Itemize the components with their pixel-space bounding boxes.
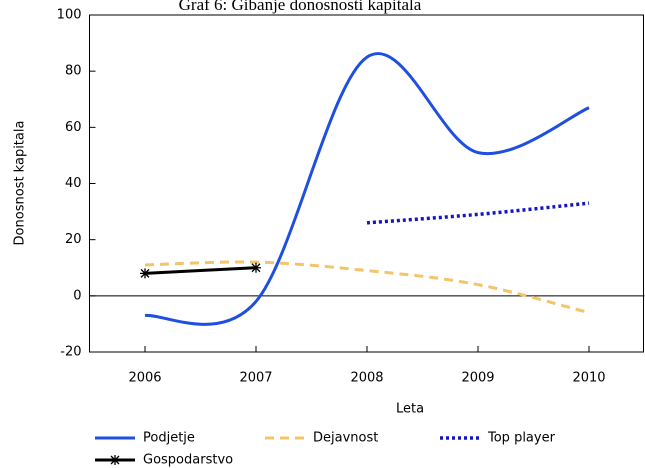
y-axis-label: Donosnost kapitala — [13, 121, 28, 246]
x-tick-label: 2010 — [572, 371, 605, 386]
y-tick-label: -20 — [60, 345, 81, 360]
series-line — [144, 266, 257, 275]
legend-label: Dejavnost — [313, 431, 378, 446]
y-tick-label: 60 — [65, 120, 82, 135]
x-tick-label: 2007 — [239, 371, 272, 386]
y-tick-label: 40 — [65, 176, 82, 191]
point-marker — [140, 268, 150, 279]
x-axis-label: Leta — [396, 402, 424, 417]
y-tick-label: 80 — [65, 64, 82, 79]
point-marker — [251, 262, 261, 273]
x-tick-label: 2009 — [461, 371, 494, 386]
y-tick-label: 0 — [73, 288, 81, 303]
plot-frame — [89, 14, 644, 353]
legend-label: Top player — [487, 431, 556, 446]
series-line — [366, 201, 590, 225]
x-tick-label: 2008 — [350, 371, 383, 386]
legend-marker — [110, 455, 120, 465]
series-line — [144, 52, 590, 326]
x-tick-label: 2006 — [128, 371, 161, 386]
y-tick-label: 100 — [57, 8, 82, 23]
y-tick-label: 20 — [65, 232, 82, 247]
legend-label: Podjetje — [143, 431, 195, 446]
chart-title: Graf 6: Gibanje donosnosti kapitala — [179, 0, 422, 14]
legend-label: Gospodarstvo — [143, 453, 233, 468]
